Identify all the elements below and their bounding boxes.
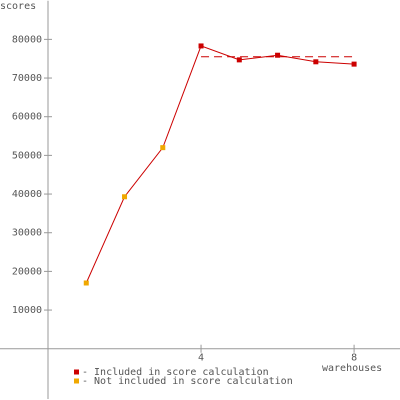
data-point [236, 57, 242, 63]
legend-swatch [74, 378, 79, 384]
y-tick-label: 50000 [12, 150, 42, 161]
x-axis-label: warehouses [322, 363, 382, 374]
data-point [122, 194, 128, 200]
y-tick-label: 10000 [12, 305, 42, 316]
y-tick-label: 20000 [12, 266, 42, 277]
x-tick-label: 4 [198, 353, 204, 364]
data-point [83, 280, 89, 286]
y-tick-label: 30000 [12, 228, 42, 239]
y-tick-label: 80000 [12, 34, 42, 45]
series-line [85, 45, 355, 284]
data-point [313, 59, 319, 65]
legend-swatch [74, 369, 79, 375]
y-axis-label: scores [0, 1, 36, 12]
y-tick-label: 40000 [12, 189, 42, 200]
legend-label: - Not included in score calculation [82, 376, 293, 387]
y-tick-label: 70000 [12, 73, 42, 84]
data-point [275, 52, 281, 58]
legend-label: - Included in score calculation [82, 367, 269, 378]
data-point [160, 145, 166, 151]
x-tick-label: 8 [351, 353, 357, 364]
data-point [351, 61, 357, 67]
data-point [198, 43, 204, 49]
y-tick-label: 60000 [12, 112, 42, 123]
